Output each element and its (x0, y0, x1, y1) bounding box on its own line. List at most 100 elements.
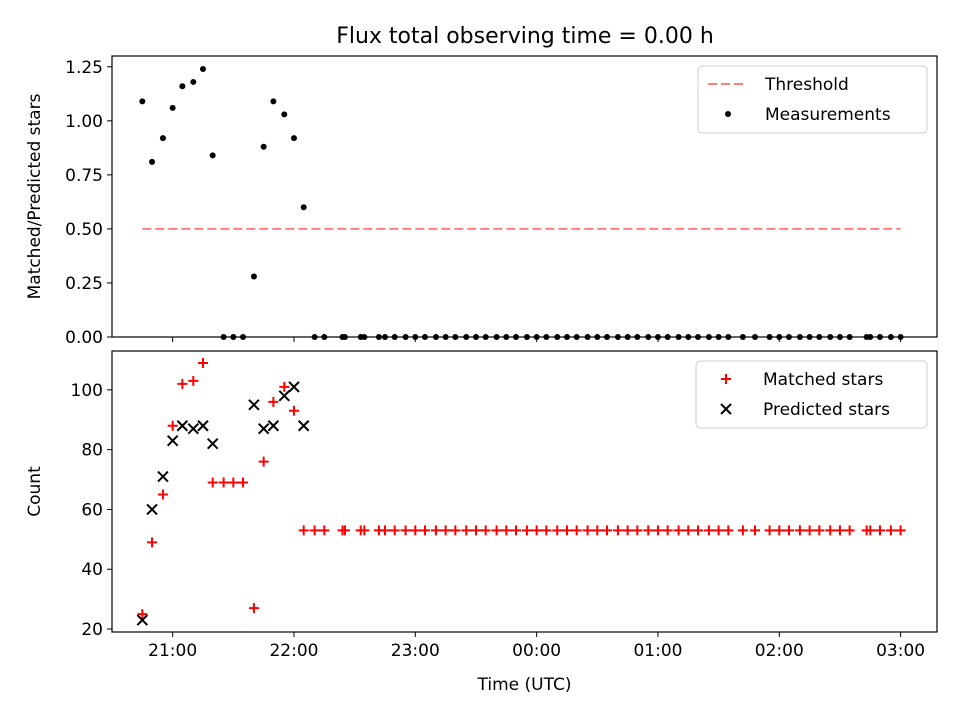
matched-star-point (491, 525, 502, 536)
measurement-point (199, 65, 206, 72)
matched-star-point (865, 525, 876, 536)
matched-star-point (895, 525, 906, 536)
measurement-point (270, 98, 277, 105)
matched-star-point (652, 525, 663, 536)
x-axis-label: Time (UTC) (477, 675, 572, 695)
matched-star-point (561, 525, 572, 536)
matched-star-point (197, 357, 208, 368)
legend-box (697, 65, 928, 134)
predicted-star-point (297, 420, 310, 432)
matched-star-point (750, 525, 761, 536)
matched-star-point (470, 525, 481, 536)
matched-star-point (834, 525, 845, 536)
matched-star-point (298, 525, 309, 536)
axes-frame (111, 350, 938, 633)
matched-star-point (683, 525, 694, 536)
legend-label: Threshold (764, 75, 849, 95)
matched-star-point (379, 525, 390, 536)
predicted-star-point (136, 614, 149, 626)
bottom-panel-counts: 21:00 22:00 23:00 00:00 01:00 02:00 03:00 20 40 6… (25, 350, 938, 695)
x-tick-label: 00:00 (512, 641, 561, 661)
predicted-star-point (257, 423, 270, 435)
matched-star-point (804, 525, 815, 536)
matched-star-point (430, 525, 441, 536)
top-panel-ratio: 0.00 0.25 0.50 0.75 1.00 1.25 Matched/Predicte… (25, 55, 938, 348)
matched-star-point (207, 477, 218, 488)
measurement-point (281, 111, 288, 118)
matched-star-point (521, 525, 532, 536)
y-axis-label: Count (25, 466, 45, 517)
y-tick-label: 80 (81, 441, 103, 461)
matched-star-point (501, 525, 512, 536)
matched-star-point (147, 537, 158, 548)
matched-star-point (571, 525, 582, 536)
predicted-star-point (248, 399, 260, 411)
predicted-star-point (176, 420, 189, 432)
matched-star-point (279, 381, 290, 392)
matched-star-point (218, 477, 229, 488)
matched-star-point (703, 525, 714, 536)
matched-star-point (874, 525, 885, 536)
matched-star-point (673, 525, 684, 536)
x-tick-label: 01:00 (633, 641, 682, 661)
matched-star-point (643, 525, 654, 536)
y-tick-label: 0.75 (65, 166, 103, 186)
matched-star-point (511, 525, 522, 536)
legend-marker-swatch (720, 403, 732, 415)
matched-star-point (440, 525, 451, 536)
measurement-point (290, 135, 297, 142)
measurement-point (139, 98, 146, 105)
matched-star-point (420, 525, 431, 536)
matched-star-point (622, 525, 633, 536)
y-tick-label: 0.25 (65, 274, 103, 294)
predicted-star-point (187, 423, 199, 435)
matched-star-point (177, 378, 188, 389)
measurement-point (250, 273, 257, 280)
matched-star-point (389, 525, 400, 536)
matched-star-point (592, 525, 603, 536)
matched-star-point (885, 525, 896, 536)
y-axis-label: Matched/Predicted stars (25, 93, 45, 299)
matched-star-point (137, 609, 148, 620)
y-tick-label: 40 (81, 560, 103, 580)
matched-star-point (167, 420, 178, 431)
matched-star-point (319, 525, 330, 536)
matched-star-point (713, 525, 724, 536)
x-tick-label: 03:00 (876, 641, 925, 661)
matched-star-point (844, 525, 855, 536)
predicted-star-point (157, 470, 169, 483)
predicted-star-point (206, 437, 219, 450)
matched-star-point (339, 525, 350, 536)
chart-title: Flux total observing time = 0.00 h (336, 24, 714, 49)
legend-marker-swatch (725, 111, 731, 117)
predicted-star-point (288, 381, 300, 393)
x-tick-label: 22:00 (269, 641, 318, 661)
matched-star-point (157, 489, 168, 500)
axes-frame (111, 55, 938, 338)
matched-star-point (774, 525, 785, 536)
matched-star-point (450, 525, 461, 536)
y-tick-label: 0.00 (65, 328, 103, 348)
measurement-point (190, 78, 197, 85)
matched-star-point (258, 456, 269, 467)
matched-star-point (582, 525, 593, 536)
matched-star-point (632, 525, 643, 536)
legend-box (695, 360, 928, 429)
measurement-point (179, 83, 186, 90)
matched-star-point (400, 525, 411, 536)
matched-star-point (309, 525, 320, 536)
predicted-star-point (278, 390, 290, 402)
measurement-point (300, 204, 307, 211)
matched-star-point (541, 525, 552, 536)
matched-star-point (764, 525, 775, 536)
matched-star-point (783, 525, 794, 536)
matched-star-point (794, 525, 805, 536)
y-tick-label: 0.50 (65, 220, 103, 240)
x-tick-label: 23:00 (391, 641, 440, 661)
matched-star-point (723, 525, 734, 536)
matched-star-point (692, 525, 703, 536)
matched-star-point (480, 525, 491, 536)
predicted-star-point (166, 434, 179, 447)
y-tick-label: 20 (81, 620, 103, 640)
